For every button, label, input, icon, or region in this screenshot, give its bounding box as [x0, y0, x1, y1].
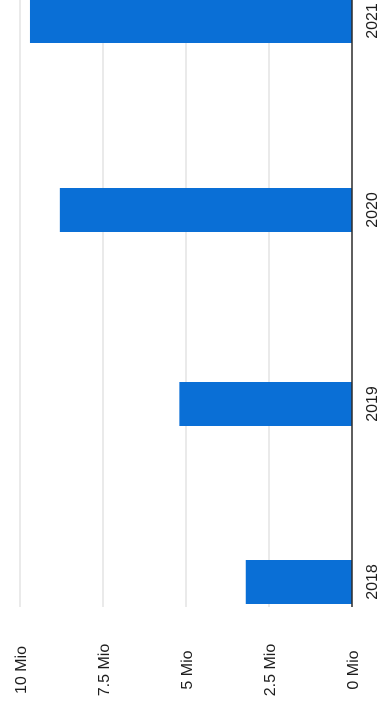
bar-2019	[179, 382, 352, 426]
category-label-2021: 2021	[364, 3, 381, 39]
category-label-2018: 2018	[364, 564, 381, 600]
category-tick-labels: 2018 2019 2020 2021	[364, 3, 381, 600]
value-tick-label: 7.5 Mio	[96, 644, 113, 697]
value-tick-label: 0 Mio	[345, 650, 362, 689]
value-axis-tick-labels: 0 Mio 2.5 Mio 5 Mio 7.5 Mio 10 Mio	[13, 644, 362, 697]
category-label-2020: 2020	[364, 192, 381, 228]
grid-lines	[19, 0, 270, 607]
value-tick-label: 2.5 Mio	[262, 644, 279, 697]
value-tick-label: 10 Mio	[13, 646, 30, 694]
bar-2021	[29, 0, 353, 43]
category-label-2019: 2019	[364, 386, 381, 422]
bar-2018	[245, 560, 352, 604]
bar-2020	[59, 188, 353, 232]
bars	[29, 0, 353, 604]
value-tick-label: 5 Mio	[179, 650, 196, 689]
